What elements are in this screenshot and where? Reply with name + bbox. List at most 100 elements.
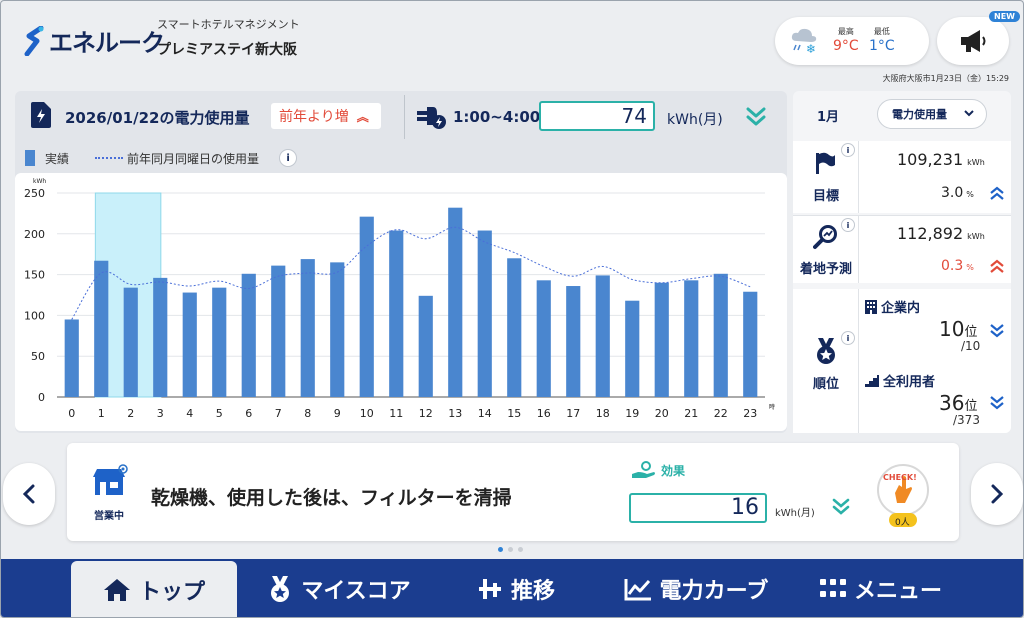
bar bbox=[477, 230, 492, 397]
weather-card[interactable]: ❄ 最高 9°C 最低 1°C bbox=[775, 17, 929, 65]
x-tick-label: 16 bbox=[537, 407, 551, 420]
bar bbox=[566, 286, 581, 397]
legend-actual-label: 実績 bbox=[45, 151, 70, 166]
bar bbox=[507, 258, 522, 397]
forecast-label: 着地予測 bbox=[799, 262, 852, 277]
bar bbox=[359, 216, 374, 397]
x-tick-label: 17 bbox=[566, 407, 580, 420]
bar bbox=[389, 230, 404, 397]
company-rank-unit: 位 bbox=[964, 325, 978, 340]
double-chevron-down-icon[interactable] bbox=[989, 395, 1005, 411]
temp-high: 最高 9°C bbox=[833, 26, 859, 54]
y-tick-label: 150 bbox=[24, 269, 45, 282]
forecast-pct-value: 0.3 bbox=[941, 258, 964, 274]
bar bbox=[153, 277, 168, 397]
logo-mark-icon bbox=[24, 25, 44, 56]
compare-badge: 前年より増 ︽ bbox=[271, 103, 381, 129]
x-tick-label: 2 bbox=[127, 407, 134, 420]
medal-icon bbox=[817, 338, 835, 364]
tab-menu[interactable]: メニュー bbox=[801, 559, 961, 617]
pager-dot[interactable] bbox=[508, 547, 513, 552]
tab-curve-label: 電力カーブ bbox=[659, 579, 769, 604]
tab-trend-label: 推移 bbox=[510, 579, 555, 604]
tip-text: 乾燥機、使用した後は、フィルターを清掃 bbox=[151, 487, 512, 509]
next-tip-button[interactable] bbox=[971, 463, 1023, 525]
check-button[interactable]: CHECK! 0人 bbox=[875, 463, 931, 529]
x-tick-label: 8 bbox=[304, 407, 311, 420]
selected-kwh-unit: kWh(月) bbox=[667, 112, 723, 128]
forecast-left: i 着地予測 bbox=[793, 216, 859, 283]
check-label: CHECK! bbox=[883, 473, 917, 482]
tab-top[interactable]: トップ bbox=[71, 561, 237, 617]
tab-trend[interactable]: 推移 bbox=[451, 559, 581, 617]
all-users-rank: 36位 bbox=[939, 391, 977, 415]
forecast-pct-unit: % bbox=[966, 263, 974, 272]
forecast-value-number: 112,892 bbox=[897, 224, 964, 243]
company-rank: 10位 bbox=[939, 317, 977, 341]
y-tick-label: 250 bbox=[24, 187, 45, 200]
pager-dot[interactable] bbox=[518, 547, 523, 552]
x-tick-label: 3 bbox=[157, 407, 164, 420]
tab-myscore[interactable]: マイスコア bbox=[249, 559, 429, 617]
svg-text:❄: ❄ bbox=[806, 42, 816, 55]
chevron-down-icon bbox=[964, 110, 974, 117]
forecast-info-icon[interactable]: i bbox=[841, 218, 855, 232]
bar bbox=[271, 265, 286, 397]
bar bbox=[713, 273, 728, 397]
info-icon[interactable]: i bbox=[279, 149, 298, 167]
tab-myscore-label: マイスコア bbox=[301, 579, 411, 604]
new-badge: NEW bbox=[989, 11, 1020, 22]
bar bbox=[684, 280, 699, 397]
datetime: 大阪府大阪市1月23日（金）15:29 bbox=[882, 74, 1009, 83]
tab-curve[interactable]: 電力カーブ bbox=[601, 559, 791, 617]
all-users-rank-label-text: 全利用者 bbox=[883, 375, 936, 390]
selected-kwh-value: 74 bbox=[539, 101, 655, 131]
home-icon bbox=[103, 579, 130, 601]
metric-select[interactable]: 電力使用量 bbox=[877, 99, 987, 129]
rank-info-icon[interactable]: i bbox=[841, 331, 855, 345]
prev-tip-button[interactable] bbox=[3, 463, 55, 525]
bar bbox=[654, 282, 669, 397]
double-chevron-up-icon: ︽ bbox=[356, 109, 369, 124]
x-tick-label: 5 bbox=[216, 407, 223, 420]
target-label: 目標 bbox=[812, 189, 839, 204]
temp-high-label: 最高 bbox=[837, 27, 854, 36]
expand-chevron-icon[interactable] bbox=[745, 105, 767, 127]
usage-chart-card: 0 50 100 150 200 250 kWh 0 1 2 3 4 5 6 7 8 9 10 11 12 13 14 15… bbox=[15, 173, 787, 431]
x-tick-label: 10 bbox=[360, 407, 374, 420]
forecast-unit: kWh bbox=[967, 232, 985, 241]
announcement-button[interactable] bbox=[937, 17, 1009, 65]
x-axis-suffix: 時 bbox=[769, 403, 775, 411]
bar bbox=[743, 291, 758, 397]
company-rank-total: /10 bbox=[961, 339, 981, 353]
target-info-icon[interactable]: i bbox=[841, 143, 855, 157]
y-tick-label: 100 bbox=[24, 309, 45, 322]
series-line-prev-year bbox=[71, 226, 751, 320]
x-tick-label: 0 bbox=[68, 407, 75, 420]
x-tick-label: 21 bbox=[684, 407, 698, 420]
x-tick-label: 13 bbox=[448, 407, 462, 420]
bar bbox=[182, 292, 197, 397]
effect-unit: kWh(月) bbox=[775, 508, 815, 519]
grid-menu-icon bbox=[819, 579, 846, 597]
building-icon bbox=[865, 299, 877, 314]
double-chevron-down-icon[interactable] bbox=[989, 323, 1005, 339]
temp-low-value: 1°C bbox=[869, 38, 895, 54]
target-left: i 目標 bbox=[793, 141, 859, 213]
header: エネルーク スマートホテルマネジメント プレミアステイ新大阪 ❄ 最高 9°C … bbox=[1, 1, 1023, 83]
x-tick-label: 4 bbox=[186, 407, 193, 420]
target-pct: 3.0% bbox=[941, 185, 974, 201]
pager-dot[interactable] bbox=[498, 547, 503, 552]
temp-low-label: 最低 bbox=[873, 27, 890, 36]
bar bbox=[300, 259, 315, 397]
target-value: 109,231 kWh bbox=[897, 150, 985, 169]
target-pct-value: 3.0 bbox=[941, 185, 964, 201]
x-tick-label: 20 bbox=[655, 407, 669, 420]
brand-subtitle: スマートホテルマネジメント bbox=[157, 18, 300, 31]
forecast-block: i 着地予測 112,892 kWh 0.3% bbox=[793, 215, 1011, 283]
tip-card[interactable] bbox=[67, 443, 959, 541]
search-chart-icon bbox=[813, 225, 837, 249]
double-chevron-down-icon[interactable] bbox=[831, 497, 851, 517]
